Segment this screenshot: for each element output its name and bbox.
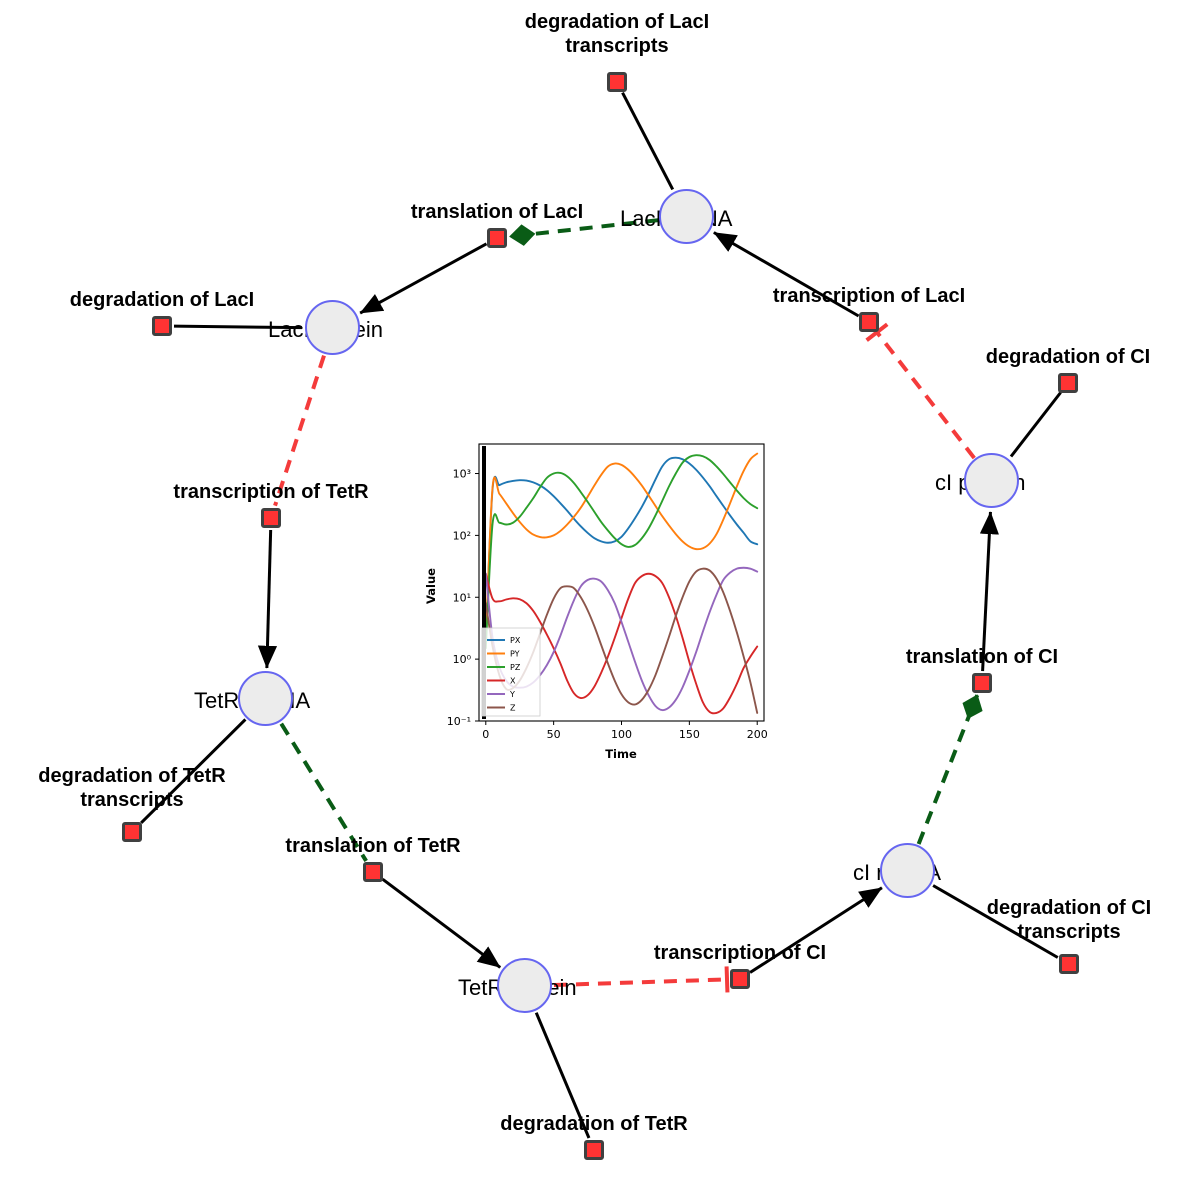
reaction-node-transl_ci[interactable] [972, 673, 992, 693]
edges [140, 91, 1062, 1139]
y-tick-label: 10⁰ [453, 653, 472, 666]
edge-ci_mrna-to-transl_ci [916, 694, 983, 845]
inhibition-tbar [724, 966, 730, 993]
edge-transl_laci-to-laci_prot [359, 242, 488, 315]
reaction-node-transcr_ci[interactable] [730, 969, 750, 989]
x-tick-label: 150 [679, 728, 700, 741]
species-node-tetr_prot[interactable] [497, 958, 552, 1013]
series-line-X [484, 572, 759, 715]
edge-deg_ci-to-ci_prot [1009, 391, 1062, 458]
reaction-label-transcription-of-ci: transcription of CI [653, 942, 827, 964]
edge-deg_laci_tx-to-laci_mrna [621, 91, 675, 191]
timecourse-plot-svg: 10⁻¹ 10⁰ 10¹ 10² 10³ 0 50 100 150 200 Time Value… [418, 436, 770, 766]
reaction-node-transcr_tetr[interactable] [261, 508, 281, 528]
reaction-node-transl_tetr[interactable] [363, 862, 383, 882]
reaction-label-translation-of-ci: translation of CI [905, 646, 1059, 668]
edge-tetr_prot-to-deg_tetr [534, 1012, 591, 1139]
edge-deg_laci-to-laci_prot [173, 324, 303, 330]
edge-tetr_prot-to-transcr_ci [553, 966, 730, 993]
edge-ci_prot-to-transcr_laci [865, 322, 976, 460]
species-node-laci_prot[interactable] [305, 300, 360, 355]
y-axis-ticks: 10⁻¹ 10⁰ 10¹ 10² 10³ [447, 468, 479, 728]
edge-transcr_tetr-to-tetr_mrna [257, 529, 278, 669]
y-axis-label: Value [424, 568, 438, 604]
x-axis-label: Time [605, 747, 637, 761]
x-tick-label: 50 [547, 728, 561, 741]
x-tick-label: 100 [611, 728, 632, 741]
reaction-node-transcr_laci[interactable] [859, 312, 879, 332]
reaction-label-degradation-of-tetr: degradation of TetR [500, 1113, 688, 1135]
reaction-node-transl_laci[interactable] [487, 228, 507, 248]
inhibition-tbar [865, 322, 889, 342]
reaction-label-degradation-of-ci: degradation of CI [985, 346, 1151, 368]
edge-transl_ci-to-ci_prot [979, 511, 999, 672]
reaction-label-transcription-of-tetr: transcription of TetR [173, 481, 369, 503]
edge-laci_prot-to-transcr_tetr [273, 354, 326, 507]
reaction-node-deg_tetr_tx[interactable] [122, 822, 142, 842]
edge-ci_mrna-to-deg_ci_tx [932, 884, 1059, 959]
reaction-node-deg_ci[interactable] [1058, 373, 1078, 393]
reaction-label-degradation-of-ci-transcripts: degradation of CI transcripts [986, 897, 1152, 943]
edge-laci_mrna-to-transl_laci [509, 218, 659, 246]
species-node-ci_prot[interactable] [964, 453, 1019, 508]
edge-tetr_mrna-to-deg_tetr_tx [140, 718, 247, 824]
reaction-node-deg_ci_tx[interactable] [1059, 954, 1079, 974]
reaction-label-degradation-of-laci-transcripts: degradation of LacI transcripts [524, 11, 710, 57]
plot-legend: PX PY PZ XYZ [481, 627, 541, 717]
legend-label-Y: Y [509, 690, 515, 699]
reaction-node-deg_laci[interactable] [152, 316, 172, 336]
reaction-label-translation-of-laci: translation of LacI [410, 201, 584, 223]
reaction-label-translation-of-tetr: translation of TetR [285, 835, 461, 857]
legend-label-X: X [510, 677, 516, 686]
edge-transcr_laci-to-laci_mrna [713, 231, 860, 318]
reaction-label-degradation-of-tetr-transcripts: degradation of TetR transcripts [38, 765, 226, 811]
series-line-PY [484, 452, 759, 642]
x-tick-label: 0 [482, 728, 489, 741]
y-tick-label: 10³ [453, 468, 471, 481]
timecourse-plot: 10⁻¹ 10⁰ 10¹ 10² 10³ 0 50 100 150 200 Time Value… [418, 436, 770, 766]
x-axis-ticks: 0 50 100 150 200 [482, 721, 768, 741]
legend-label-PZ: PZ [510, 663, 521, 672]
edge-tetr_mrna-to-transl_tetr [279, 722, 368, 862]
species-node-tetr_mrna[interactable] [238, 671, 293, 726]
species-node-laci_mrna[interactable] [659, 189, 714, 244]
edge-transl_tetr-to-tetr_prot [381, 878, 502, 969]
legend-label-Z: Z [510, 704, 516, 713]
series-line-PZ [484, 454, 759, 650]
y-tick-label: 10⁻¹ [447, 715, 471, 728]
reaction-label-degradation-of-laci: degradation of LacI [69, 289, 255, 311]
legend-box [481, 627, 541, 717]
series-line-PX [484, 456, 759, 642]
legend-label-PY: PY [510, 650, 520, 659]
edge-transcr_ci-to-ci_mrna [749, 886, 883, 974]
reaction-label-transcription-of-laci: transcription of LacI [772, 285, 966, 307]
reaction-node-deg_tetr[interactable] [584, 1140, 604, 1160]
x-tick-label: 200 [747, 728, 768, 741]
reaction-node-deg_laci_tx[interactable] [607, 72, 627, 92]
y-tick-label: 10² [453, 529, 471, 542]
legend-label-PX: PX [510, 636, 521, 645]
y-tick-label: 10¹ [453, 591, 471, 604]
species-node-ci_mrna[interactable] [880, 843, 935, 898]
